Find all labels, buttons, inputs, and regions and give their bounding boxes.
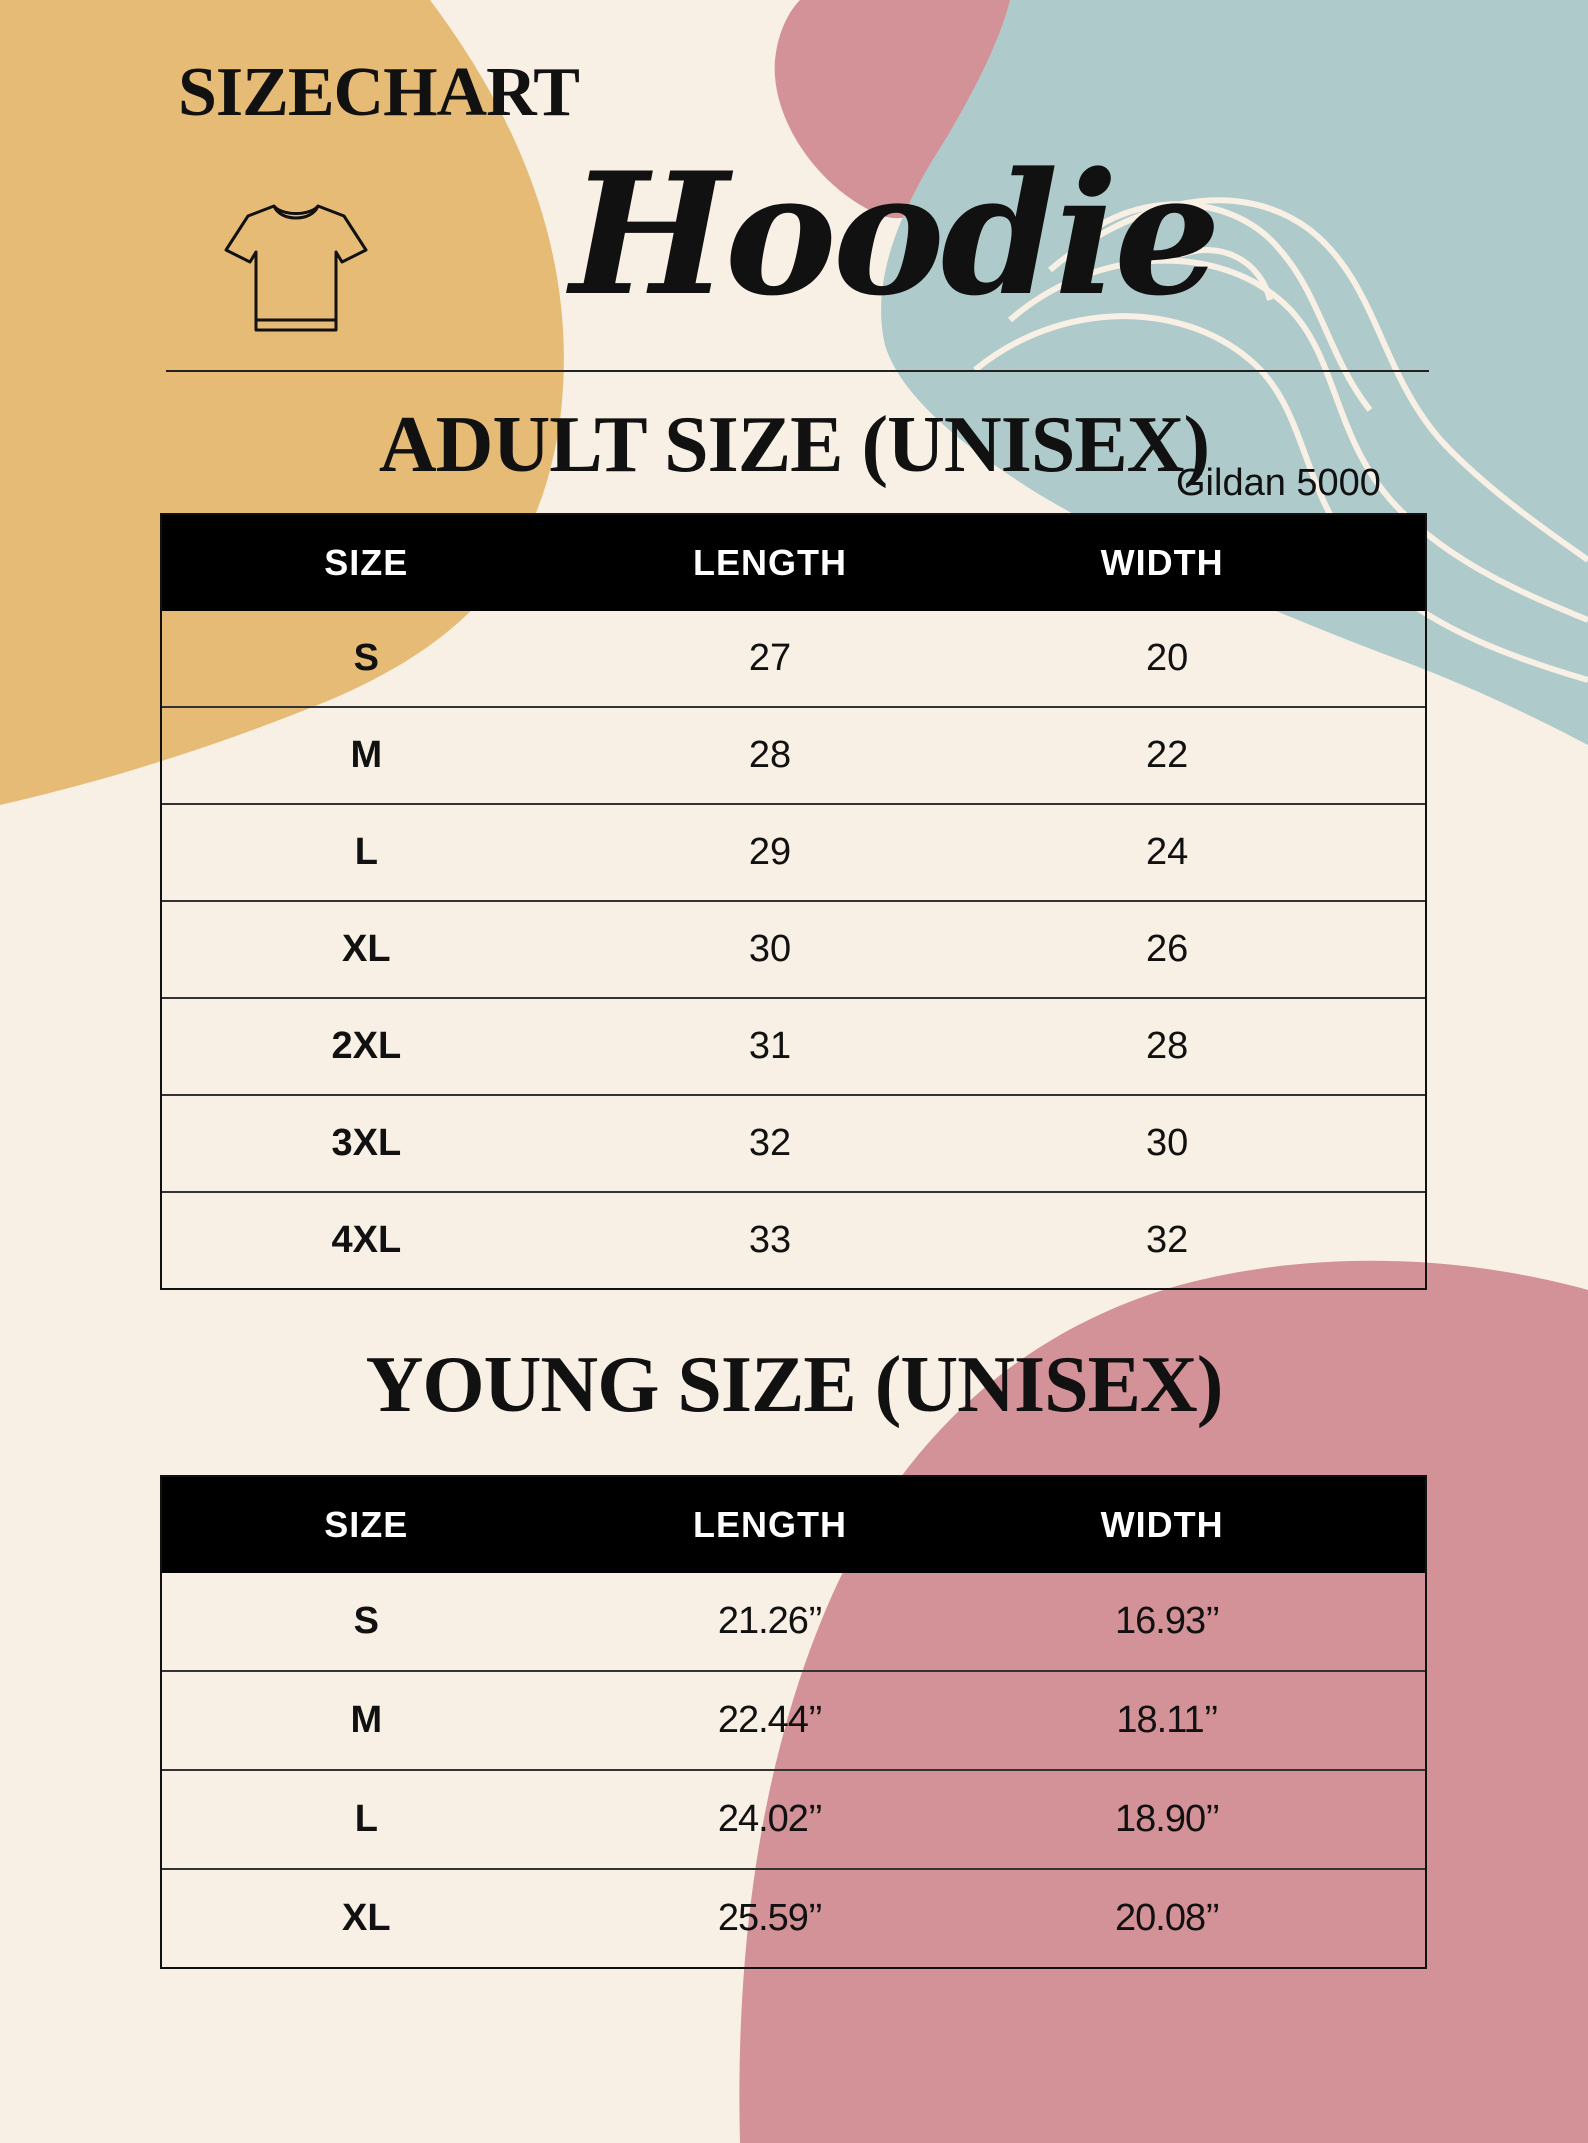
adult-section-title: ADULT SIZE (UNISEX) (378, 401, 1210, 489)
column-header-length: LENGTH (692, 1504, 847, 1545)
table-row: XL 30 26 (162, 900, 1425, 997)
product-name: Hoodie (570, 135, 1221, 333)
length-cell: 32 (748, 1122, 792, 1164)
column-header-width: WIDTH (1100, 542, 1224, 583)
length-cell: 31 (748, 1025, 792, 1067)
length-cell: 25.59’’ (717, 1897, 823, 1939)
size-cell: M (350, 1699, 383, 1741)
width-cell: 24 (1146, 831, 1189, 873)
width-cell: 20.08’’ (1115, 1897, 1220, 1939)
column-header-size: SIZE (324, 542, 409, 583)
table-row: S 27 20 (162, 611, 1425, 706)
size-cell: 4XL (331, 1219, 402, 1261)
table-row: 2XL 31 28 (162, 997, 1425, 1094)
contour-lines (973, 197, 1588, 683)
size-cell: L (354, 831, 378, 873)
table-body: S 21.26’’ 16.93’’ M 22.44’’ 18.11’’ L 24… (162, 1573, 1425, 1967)
width-cell: 32 (1146, 1219, 1189, 1261)
table-row: M 28 22 (162, 706, 1425, 803)
width-cell: 20 (1146, 637, 1189, 679)
young-section-title: YOUNG SIZE (UNISEX) (365, 1341, 1224, 1429)
table-row: 4XL 33 32 (162, 1191, 1425, 1288)
size-cell: S (353, 637, 379, 679)
size-cell: XL (342, 928, 391, 970)
width-cell: 26 (1146, 928, 1189, 970)
width-cell: 22 (1146, 734, 1189, 776)
length-cell: 22.44’’ (717, 1699, 823, 1741)
length-cell: 21.26’’ (717, 1600, 823, 1642)
tshirt-outline-icon (224, 204, 368, 332)
size-cell: XL (342, 1897, 391, 1939)
rose-blob-top (774, 0, 1040, 219)
table-row: M 22.44’’ 18.11’’ (162, 1670, 1425, 1769)
adult-size-table: SIZE LENGTH WIDTH S 27 20 M 28 22 L 29 2… (160, 513, 1427, 1290)
length-cell: 27 (748, 637, 792, 679)
width-cell: 18.11’’ (1116, 1699, 1218, 1741)
length-cell: 33 (748, 1219, 792, 1261)
size-cell: S (353, 1600, 379, 1642)
table-body: S 27 20 M 28 22 L 29 24 XL 30 26 2XL 31 … (162, 611, 1425, 1288)
column-header-width: WIDTH (1100, 1504, 1224, 1545)
length-cell: 28 (748, 734, 792, 776)
table-row: L 24.02’’ 18.90’’ (162, 1769, 1425, 1868)
table-header: SIZE LENGTH WIDTH (162, 515, 1425, 611)
young-size-table: SIZE LENGTH WIDTH S 21.26’’ 16.93’’ M 22… (160, 1475, 1427, 1969)
size-cell: M (350, 734, 383, 776)
width-cell: 18.90’’ (1115, 1798, 1220, 1840)
width-cell: 28 (1146, 1025, 1189, 1067)
table-row: L 29 24 (162, 803, 1425, 900)
size-cell: 2XL (331, 1025, 402, 1067)
table-row: 3XL 32 30 (162, 1094, 1425, 1191)
size-cell: L (354, 1798, 378, 1840)
table-row: XL 25.59’’ 20.08’’ (162, 1868, 1425, 1967)
table-header: SIZE LENGTH WIDTH (162, 1477, 1425, 1573)
brand-title: SIZECHART (178, 54, 580, 131)
column-header-size: SIZE (324, 1504, 409, 1545)
length-cell: 24.02’’ (717, 1798, 823, 1840)
width-cell: 30 (1146, 1122, 1189, 1164)
length-cell: 30 (748, 928, 792, 970)
width-cell: 16.93’’ (1115, 1600, 1220, 1642)
table-row: S 21.26’’ 16.93’’ (162, 1573, 1425, 1670)
length-cell: 29 (748, 831, 792, 873)
column-header-length: LENGTH (692, 542, 847, 583)
size-cell: 3XL (331, 1122, 402, 1164)
divider (166, 370, 1429, 372)
adult-section-subtitle: Gildan 5000 (1176, 462, 1381, 504)
